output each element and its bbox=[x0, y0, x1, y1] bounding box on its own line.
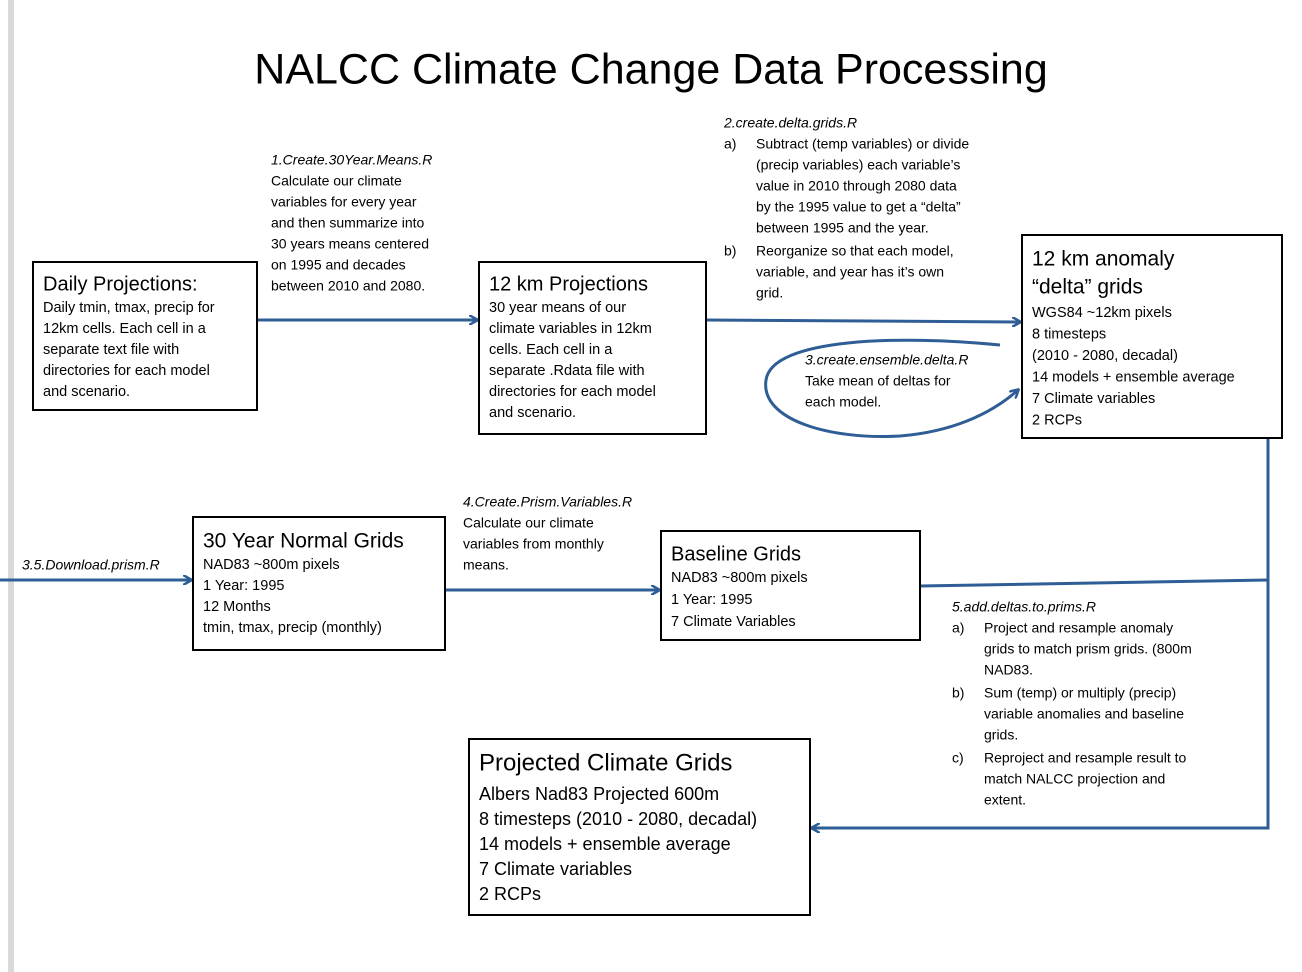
step-line: 30 years means centered bbox=[271, 236, 429, 252]
step-line: and then summarize into bbox=[271, 215, 425, 231]
list-marker: b) bbox=[724, 243, 736, 259]
node-line: NAD83 ~800m pixels bbox=[203, 557, 340, 573]
node-line: and scenario. bbox=[489, 405, 576, 421]
node-box bbox=[32, 261, 258, 411]
step-script: 3.create.ensemble.delta.R bbox=[805, 352, 968, 368]
side-bar bbox=[8, 0, 14, 972]
list-line: grids to match prism grids. (800m bbox=[984, 641, 1192, 657]
step-script: 5.add.deltas.to.prims.R bbox=[952, 599, 1096, 615]
list-line: (precip variables) each variable’s bbox=[756, 157, 960, 173]
node-line: 2 RCPs bbox=[479, 884, 541, 904]
node-line: tmin, tmax, precip (monthly) bbox=[203, 620, 382, 636]
list-line: Reorganize so that each model, bbox=[756, 243, 954, 259]
node-title: 12 km Projections bbox=[489, 273, 648, 295]
node-title: Daily Projections: bbox=[43, 273, 198, 295]
step-line: Take mean of deltas for bbox=[805, 373, 951, 389]
list-line: Project and resample anomaly bbox=[984, 620, 1173, 636]
list-line: Reproject and resample result to bbox=[984, 750, 1187, 766]
list-line: grids. bbox=[984, 727, 1018, 743]
node-box bbox=[468, 738, 811, 916]
node-line: 14 models + ensemble average bbox=[479, 834, 731, 854]
list-marker: c) bbox=[952, 750, 964, 766]
node-line: NAD83 ~800m pixels bbox=[671, 570, 808, 586]
node-line: 1 Year: 1995 bbox=[203, 578, 284, 594]
step-line: variables for every year bbox=[271, 194, 417, 210]
connector bbox=[919, 578, 1269, 588]
node-title: Baseline Grids bbox=[671, 543, 801, 565]
loop-arrow bbox=[764, 338, 1018, 438]
arrows bbox=[0, 320, 1270, 828]
node-line: 12km cells. Each cell in a bbox=[43, 321, 207, 337]
node-title: Projected Climate Grids bbox=[479, 749, 732, 776]
node-line: 14 models + ensemble average bbox=[1032, 369, 1235, 385]
node-line: 7 Climate variables bbox=[1032, 391, 1155, 407]
node-line: climate variables in 12km bbox=[489, 321, 652, 337]
step-script: 4.Create.Prism.Variables.R bbox=[463, 494, 632, 510]
list-line: value in 2010 through 2080 data bbox=[756, 178, 957, 194]
step-script: 3.5.Download.prism.R bbox=[22, 557, 160, 573]
node-line: WGS84 ~12km pixels bbox=[1032, 305, 1172, 321]
list-line: variable, and year has it’s own bbox=[756, 264, 944, 280]
node-line: 12 Months bbox=[203, 599, 271, 615]
list-marker: b) bbox=[952, 685, 964, 701]
list-marker: a) bbox=[724, 136, 736, 152]
list-line: Sum (temp) or multiply (precip) bbox=[984, 685, 1176, 701]
list-line: grid. bbox=[756, 285, 783, 301]
step-line: means. bbox=[463, 557, 509, 573]
node-title: “delta” grids bbox=[1032, 276, 1143, 299]
step-line: each model. bbox=[805, 394, 881, 410]
node-box bbox=[660, 530, 921, 641]
node-line: Albers Nad83 Projected 600m bbox=[479, 784, 719, 804]
list-line: extent. bbox=[984, 792, 1026, 808]
node-line: cells. Each cell in a bbox=[489, 342, 613, 358]
node-box bbox=[192, 516, 446, 651]
node-line: 7 Climate variables bbox=[479, 859, 632, 879]
arrow bbox=[705, 320, 1020, 322]
node-title: 12 km anomaly bbox=[1032, 248, 1175, 271]
step-script: 2.create.delta.grids.R bbox=[723, 115, 857, 131]
node-line: 30 year means of our bbox=[489, 300, 626, 316]
node-box bbox=[478, 261, 707, 435]
node-line: and scenario. bbox=[43, 384, 130, 400]
step-line: on 1995 and decades bbox=[271, 257, 406, 273]
node-title: 30 Year Normal Grids bbox=[203, 530, 404, 553]
node-line: directories for each model bbox=[43, 363, 210, 379]
list-line: by the 1995 value to get a “delta” bbox=[756, 199, 961, 215]
list-line: match NALCC projection and bbox=[984, 771, 1165, 787]
node-line: 8 timesteps bbox=[1032, 326, 1106, 342]
list-line: NAD83. bbox=[984, 662, 1033, 678]
title: NALCC Climate Change Data Processing bbox=[254, 45, 1047, 93]
list-line: Subtract (temp variables) or divide bbox=[756, 136, 969, 152]
node-line: (2010 - 2080, decadal) bbox=[1032, 348, 1178, 364]
node-line: 7 Climate Variables bbox=[671, 614, 796, 630]
list-marker: a) bbox=[952, 620, 964, 636]
step-line: Calculate our climate bbox=[463, 515, 594, 531]
arrow bbox=[812, 438, 1270, 828]
node-line: separate text file with bbox=[43, 342, 179, 358]
step-line: Calculate our climate bbox=[271, 173, 402, 189]
step-line: between 2010 and 2080. bbox=[271, 278, 425, 294]
content: Daily Projections: Daily tmin, tmax, prec… bbox=[22, 115, 1283, 916]
node-line: directories for each model bbox=[489, 384, 656, 400]
step-script: 1.Create.30Year.Means.R bbox=[271, 152, 432, 168]
node-line: separate .Rdata file with bbox=[489, 363, 645, 379]
step-line: variables from monthly bbox=[463, 536, 604, 552]
node-line: 1 Year: 1995 bbox=[671, 592, 752, 608]
list-line: variable anomalies and baseline bbox=[984, 706, 1184, 722]
node-line: 2 RCPs bbox=[1032, 412, 1082, 428]
list-line: between 1995 and the year. bbox=[756, 220, 929, 236]
node-line: Daily tmin, tmax, precip for bbox=[43, 300, 215, 316]
node-line: 8 timesteps (2010 - 2080, decadal) bbox=[479, 809, 757, 829]
node-box bbox=[1021, 234, 1283, 439]
